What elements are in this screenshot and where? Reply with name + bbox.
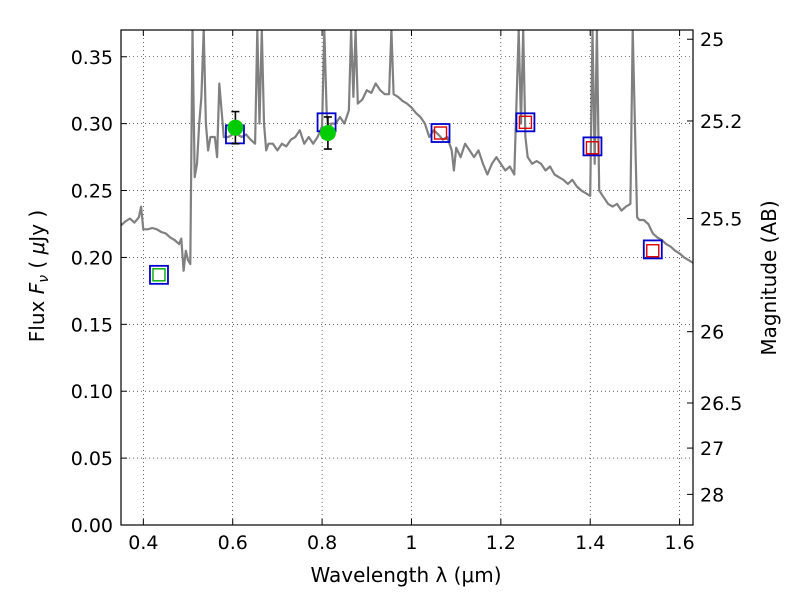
y2-tick-label: 27 [700, 438, 724, 460]
y2-tick-label: 26.5 [700, 393, 742, 415]
model-photometry-square [582, 136, 603, 157]
axes: 0.4 0.6 0.8 1 1.2 1.4 1.6 0.00 0.05 0.10 0.15 0.20 0… [71, 29, 743, 554]
plot-frame [120, 29, 694, 526]
y2-axis-label: Magnitude (AB) [757, 200, 781, 355]
x-tick-label: 0.8 [307, 532, 337, 554]
flux-point [227, 119, 244, 136]
observed-photometry-square [433, 126, 448, 140]
model-photometry-square [642, 239, 663, 260]
observed-photometry-square [646, 244, 660, 258]
x-tick-label: 1.6 [664, 532, 694, 554]
y-tick-label: 0.15 [71, 314, 113, 336]
y-tick-label: 0.35 [71, 47, 113, 69]
y-tick-label: 0.00 [71, 515, 113, 537]
model-photometry-square [430, 123, 451, 143]
flux-point [319, 125, 336, 142]
model-photometry-square [149, 264, 169, 285]
x-tick-label: 0.4 [128, 532, 158, 554]
x-tick-label: 1 [405, 532, 417, 554]
x-tick-label: 0.6 [218, 532, 248, 554]
y-axis-label: Flux Fν ( μJy ) [25, 210, 52, 342]
x-axis-label: Wavelength λ (μm) [310, 563, 501, 587]
model-photometry-square [515, 112, 536, 133]
observed-photometry-square [152, 268, 166, 282]
y2-tick-label: 26 [700, 322, 724, 344]
y2-tick-label: 25.2 [700, 111, 742, 133]
y-tick-label: 0.05 [71, 448, 113, 470]
y-tick-label: 0.25 [71, 181, 113, 203]
y2-tick-label: 25.5 [700, 209, 742, 231]
observed-photometry-square [585, 141, 600, 155]
y2-tick-label: 28 [700, 484, 724, 506]
observed-photometry-square [518, 115, 533, 130]
y-tick-label: 0.20 [71, 247, 113, 269]
y-tick-label: 0.10 [71, 381, 113, 403]
plot-series [121, 30, 693, 285]
y2-tick-label: 25 [700, 29, 724, 51]
x-tick-label: 1.4 [575, 532, 605, 554]
x-tick-label: 1.2 [486, 532, 516, 554]
spectrum-line [121, 30, 693, 272]
y-tick-label: 0.30 [71, 114, 113, 136]
